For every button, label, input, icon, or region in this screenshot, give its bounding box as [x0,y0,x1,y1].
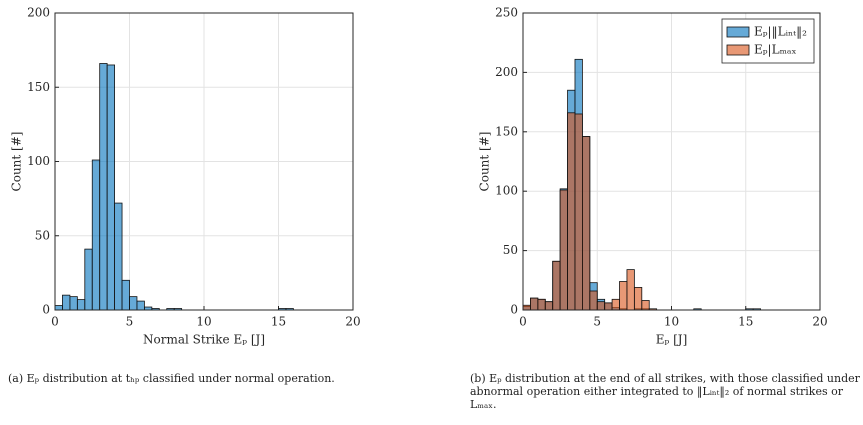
histogram-bar [69,296,78,311]
y-tick-label: 200 [27,6,50,20]
x-tick-label: 20 [812,315,827,329]
legend-label: Eₚ|Lₘₐₓ [754,43,797,57]
y-tick-label: 100 [495,184,518,198]
legend-swatch [726,44,750,56]
x-tick-label: 10 [196,315,211,329]
y-tick-label: 0 [42,303,50,317]
histogram-bar [559,189,568,311]
histogram-bar [530,297,539,311]
histogram-bar [91,159,101,311]
y-tick-label: 150 [27,80,50,94]
x-tick-label: 0 [519,315,527,329]
histogram-bar [106,64,116,311]
histogram-bar [619,281,628,311]
y-axis-label: Count [#] [478,132,492,192]
x-tick-label: 15 [271,315,286,329]
histogram-bar [129,296,138,311]
y-tick-label: 100 [27,154,50,168]
y-tick-label: 250 [495,6,518,20]
histogram-bar [589,290,598,311]
x-tick-label: 0 [51,315,59,329]
histogram-bar [62,294,71,311]
x-axis-label: Eₚ [J] [656,333,688,347]
histogram-bar [552,260,561,311]
y-axis-label: Count [#] [10,132,24,192]
histogram-bar [544,301,554,311]
histogram-bar [99,63,108,311]
histogram-bar [54,305,63,311]
y-tick-label: 0 [510,303,518,317]
histogram-bar [114,202,123,311]
x-tick-label: 15 [738,315,753,329]
histogram-bar [582,136,591,311]
histogram-bar [136,300,145,311]
histogram-bar [604,302,613,311]
histogram-bar [633,287,643,311]
histogram-bar [76,299,86,311]
legend-box [721,18,815,64]
histogram-bar [611,298,620,311]
histogram-bar [84,248,93,311]
x-axis-label: Normal Strike Eₚ [J] [143,333,265,347]
plot-frame [522,12,821,311]
x-tick-label: 5 [593,315,601,329]
histogram-bar [121,279,130,311]
y-tick-label: 150 [495,124,518,138]
y-tick-label: 50 [35,228,50,242]
histogram-bar [537,298,546,311]
histogram-bar [596,301,606,311]
plot-frame [54,12,354,311]
caption: (a) Eₚ distribution at tₕₚ classified un… [8,372,335,385]
legend-swatch [726,26,750,38]
y-tick-label: 200 [495,65,518,79]
x-tick-label: 20 [345,315,360,329]
caption: (b) Eₚ distribution at the end of all st… [470,372,860,411]
x-tick-label: 5 [126,315,134,329]
histogram-bar [641,300,650,311]
legend-label: Eₚ|‖Lᵢₙₜ‖₂ [754,25,807,39]
x-tick-label: 10 [664,315,679,329]
y-tick-label: 50 [503,243,518,257]
histogram-bar [574,113,583,311]
histogram-bar [626,269,635,311]
histogram-bar [567,112,576,311]
histogram-bar [522,304,531,311]
